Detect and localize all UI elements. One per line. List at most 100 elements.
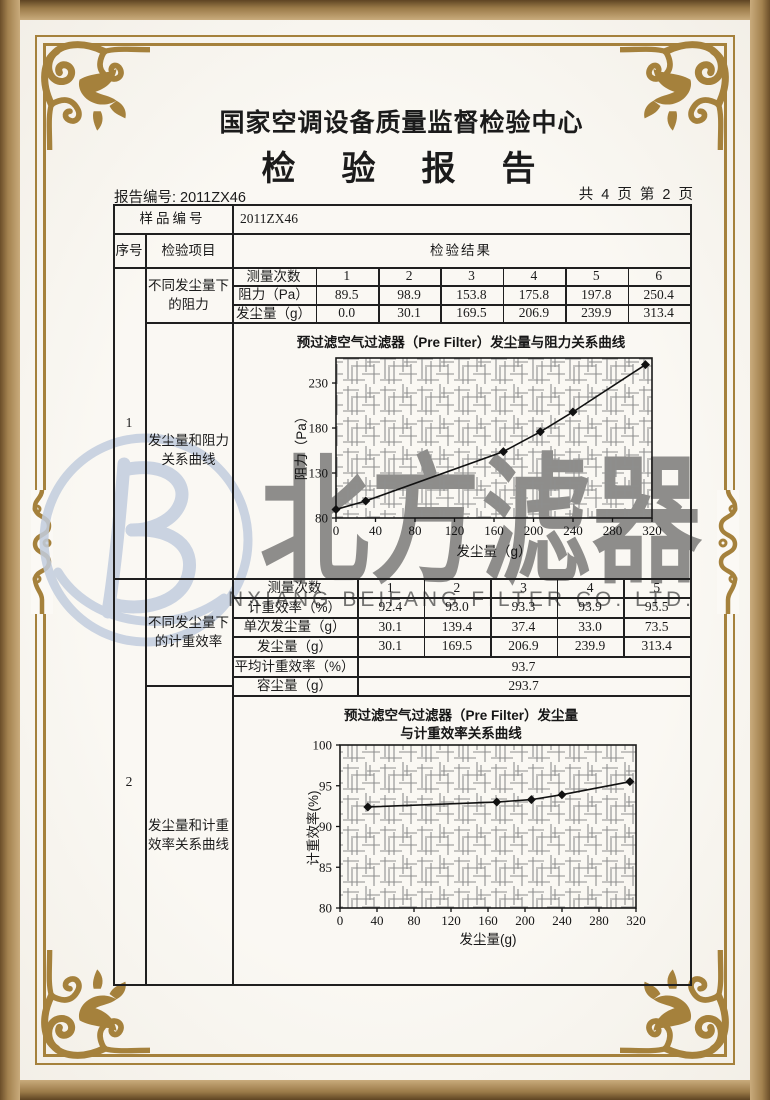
table-divider-line (113, 984, 690, 986)
table-cell: 5 (653, 579, 661, 595)
x-tick-label: 40 (371, 913, 384, 928)
table-divider-line (556, 578, 559, 656)
x-tick-label: 160 (478, 913, 498, 928)
y-tick-label: 85 (319, 860, 332, 875)
column-header-seq: 序号 (115, 242, 143, 258)
data-point-marker (568, 407, 578, 417)
table-divider-line (377, 267, 380, 322)
table-cell: 206.9 (518, 305, 550, 320)
x-tick-label: 0 (333, 523, 340, 538)
table-divider-line (623, 578, 626, 656)
table-cell: 139.4 (441, 618, 473, 634)
t2-label-counts: 测量次数 (267, 580, 322, 595)
data-point-marker (363, 802, 373, 812)
x-tick-label: 80 (408, 913, 421, 928)
frame-band-top (0, 0, 770, 20)
table-divider-line (113, 578, 690, 580)
y-tick-label: 80 (315, 511, 328, 526)
column-header-item: 检验项目 (161, 242, 216, 258)
table-cell: 93.0 (445, 599, 469, 614)
table-divider-line (490, 578, 492, 656)
report-number: 报告编号: 2011ZX46 (114, 190, 246, 206)
data-line (335, 363, 646, 511)
chart1-y-axis-label: 阻力（Pa） (294, 409, 309, 481)
table-cell: 30.1 (378, 638, 403, 653)
y-tick-label: 80 (319, 901, 332, 916)
t2-avg-value: 93.7 (511, 658, 536, 674)
sample-number-label: 样品编号 (139, 211, 206, 226)
t1-label-resistance: 阻力（Pa） (238, 287, 309, 302)
chart2-title-line1: 预过滤空气过滤器（Pre Filter）发尘量 (343, 708, 579, 723)
x-tick-label: 240 (552, 913, 572, 928)
table-divider-line (113, 233, 690, 235)
data-point-marker (526, 795, 536, 805)
group2-item-efficiency: 不同发尘量下的计重效率 (148, 614, 229, 649)
table-cell: 0.0 (338, 305, 356, 320)
y-tick-label: 230 (309, 376, 329, 391)
table-cell: 239.9 (581, 305, 612, 320)
data-point-marker (492, 797, 502, 807)
chart2-x-axis-label: 发尘量(g) (459, 932, 517, 947)
x-tick-label: 200 (524, 523, 544, 538)
x-tick-label: 200 (515, 913, 535, 928)
table-cell: 30.1 (378, 618, 403, 634)
table-divider-line (565, 267, 567, 322)
table-divider-line (113, 204, 115, 986)
table-divider-line (357, 578, 359, 695)
table-cell: 33.0 (578, 618, 602, 634)
frame-band-left (0, 0, 20, 1100)
x-tick-label: 320 (626, 913, 646, 928)
data-point-marker (361, 496, 371, 506)
group1-seq: 1 (125, 415, 133, 430)
table-cell: 4 (530, 268, 538, 283)
chart1-x-axis-label: 发尘量（g） (456, 544, 532, 559)
table-cell: 37.4 (511, 618, 536, 634)
x-tick-label: 240 (563, 523, 583, 538)
report-title: 检 验 报 告 (261, 150, 542, 188)
table-cell: 313.4 (643, 305, 674, 320)
t2-label-avg: 平均计重效率（%） (234, 658, 355, 674)
x-tick-label: 280 (603, 523, 623, 538)
chart2-y-axis-label: 计重效率(%) (306, 790, 321, 866)
group2-seq: 2 (125, 773, 133, 789)
page-count-info: 共 4 页 第 2 页 (578, 187, 695, 203)
table-divider-line (315, 267, 318, 322)
x-tick-label: 0 (337, 913, 344, 928)
t2-label-single: 单次发尘量（g） (243, 619, 346, 634)
sample-number-value: 2011ZX46 (240, 211, 298, 226)
table-cell: 197.8 (581, 286, 612, 302)
table-cell: 93.3 (511, 599, 536, 614)
table-cell: 30.1 (397, 305, 421, 320)
chart1-title: 预过滤空气过滤器（Pre Filter）发尘量与阻力关系曲线 (296, 335, 626, 350)
column-header-result: 检验结果 (430, 242, 492, 258)
y-tick-label: 90 (319, 819, 332, 834)
edge-scroll-ornament-left (29, 490, 55, 614)
data-point-marker (640, 360, 650, 370)
table-cell: 95.5 (644, 599, 669, 614)
chart-efficiency-vs-dust: 80 85 90 95 100 0 40 80 120 160 200 240 280 320 (313, 738, 646, 929)
frame-band-bottom (0, 1080, 770, 1100)
table-divider-line (232, 676, 690, 678)
t2-label-dust: 发尘量（g） (256, 638, 332, 654)
table-cell: 169.5 (441, 638, 473, 653)
x-tick-label: 40 (369, 523, 382, 538)
table-divider-line (232, 285, 690, 287)
group1-item-curve: 发尘量和阻力关系曲线 (148, 433, 229, 467)
table-cell: 169.5 (456, 305, 487, 320)
data-point-marker (331, 504, 341, 514)
plot-area (339, 744, 637, 909)
table-cell: 313.4 (641, 638, 672, 653)
data-point-marker (625, 777, 635, 787)
data-point-marker (535, 427, 545, 437)
y-tick-label: 180 (309, 421, 329, 436)
table-divider-line (145, 685, 233, 687)
t2-label-eff: 计重效率（%） (247, 599, 341, 615)
table-cell: 206.9 (508, 638, 539, 653)
table-divider-line (627, 267, 630, 322)
table-cell: 73.5 (644, 618, 669, 634)
x-tick-label: 280 (589, 913, 609, 928)
table-cell: 3 (520, 579, 527, 595)
edge-scroll-ornament-right (715, 490, 741, 614)
table-divider-line (113, 267, 690, 269)
